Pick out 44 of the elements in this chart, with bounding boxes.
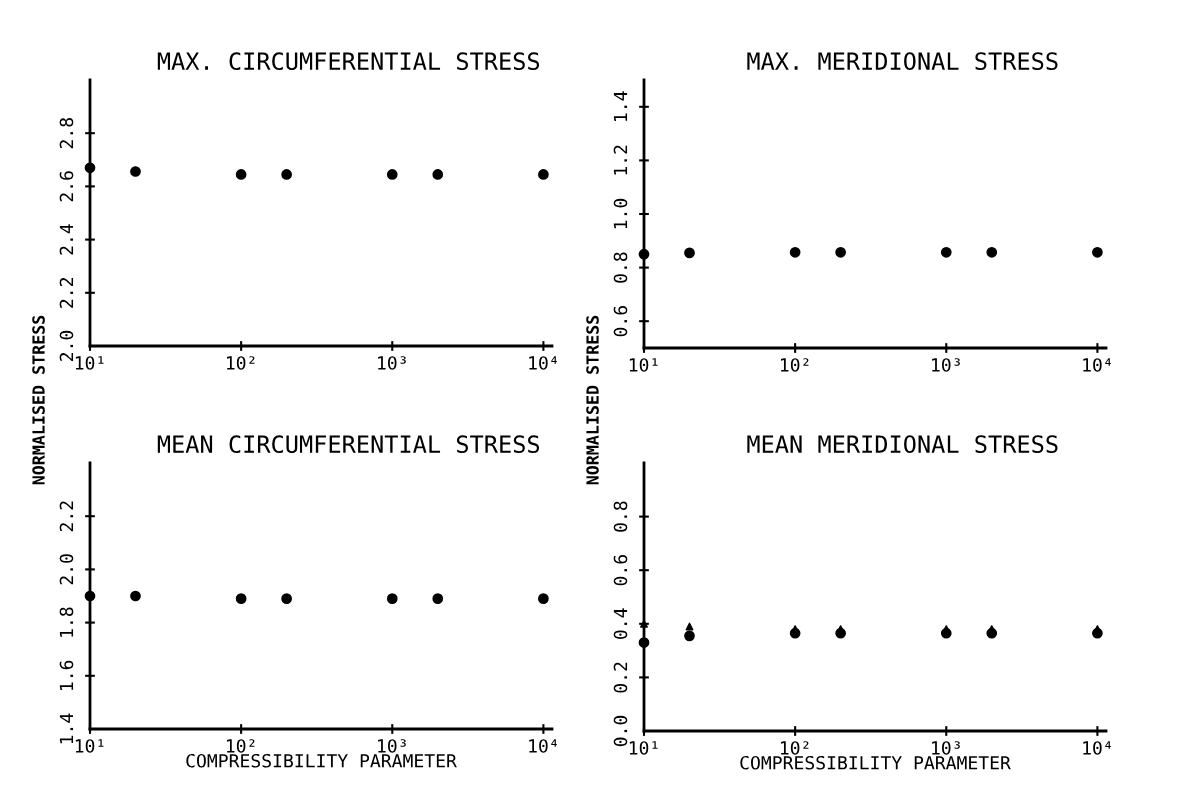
x-tick-label: 10³ [378,356,406,370]
chart-title: MEAN MERIDIONAL STRESS [747,435,1058,454]
x-axis-title: COMPRESSIBILITY PARAMETER [740,755,1011,770]
y-tick-label: 0.4 [613,608,628,639]
y-tick-label: 1.2 [613,145,628,175]
y-tick-label: 2.8 [59,118,74,149]
x-tick-label: 10⁴ [529,739,557,753]
y-tick-label: 0.6 [613,555,628,586]
x-tick-label: 10³ [932,741,960,755]
y-axis-title: NORMALISED STRESS [32,315,45,485]
y-tick-label: 2.0 [59,330,74,361]
y-tick-label: 2.2 [59,278,74,308]
y-tick-label: 2.2 [59,501,74,532]
x-tick-label: 10¹ [629,358,658,372]
y-axis-title: NORMALISED STRESS [586,315,599,485]
x-tick-label: 10³ [932,358,960,372]
x-tick-label: 10² [227,739,255,753]
x-tick-label: 10¹ [629,741,658,755]
x-tick-label: 10³ [378,739,406,753]
y-tick-label: 1.8 [59,607,74,637]
y-tick-label: 2.6 [59,171,74,202]
x-tick-label: 10⁴ [1083,741,1111,755]
x-tick-label: 10² [781,358,809,372]
x-tick-label: 10¹ [75,356,104,370]
x-tick-label: 10² [227,356,255,370]
chart-title: MAX. MERIDIONAL STRESS [747,52,1058,71]
y-tick-label: 0.0 [613,715,628,747]
y-tick-label: 1.4 [59,713,74,744]
y-tick-label: 2.0 [59,554,74,585]
x-tick-label: 10² [781,741,809,755]
y-tick-label: 0.8 [613,501,628,532]
x-axis-title: COMPRESSIBILITY PARAMETER [186,753,457,768]
x-tick-label: 10⁴ [529,356,557,370]
y-tick-label: 2.4 [59,224,74,255]
chart-title: MAX. CIRCUMFERENTIAL STRESS [157,52,540,71]
y-tick-label: 1.0 [613,198,628,229]
y-tick-label: 1.6 [59,660,74,690]
y-tick-label: 1.4 [613,91,628,121]
y-tick-label: 0.8 [613,252,628,283]
x-tick-label: 10¹ [75,739,104,753]
chart-title: MEAN CIRCUMFERENTIAL STRESS [157,435,540,454]
y-tick-label: 0.2 [613,662,628,693]
x-tick-label: 10⁴ [1083,358,1111,372]
y-tick-label: 0.6 [613,306,628,337]
